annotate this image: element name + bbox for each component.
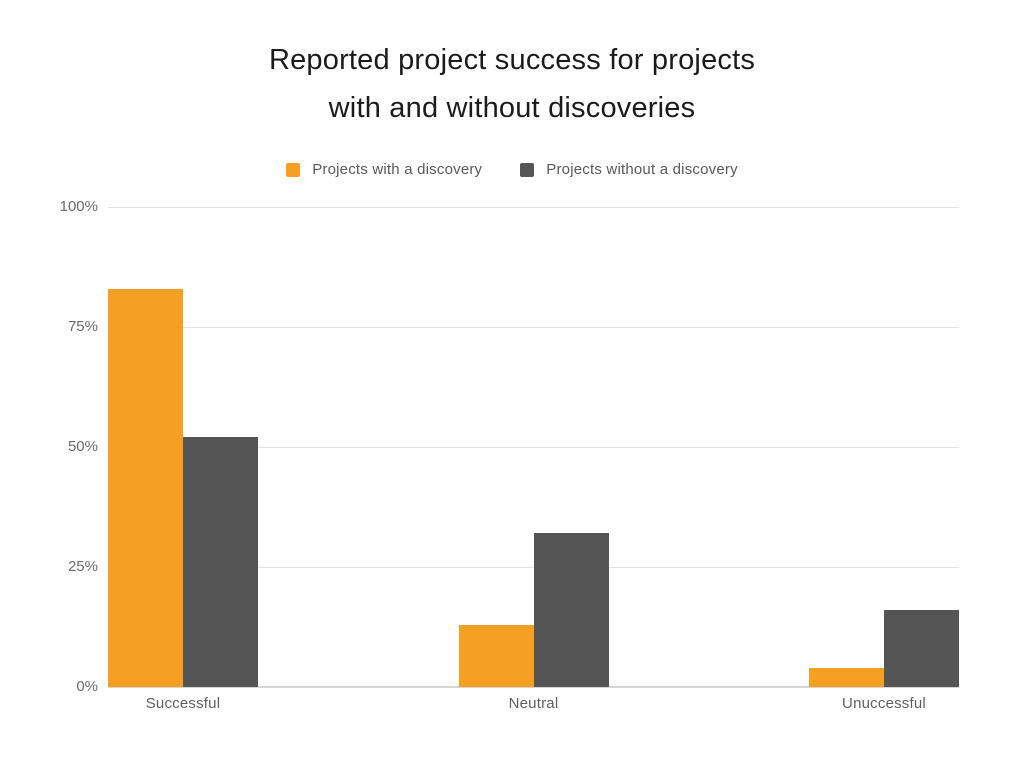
- bar-group-unuccessful: [809, 207, 959, 687]
- y-axis-label-50: 50%: [67, 438, 98, 455]
- legend-marker-without-discovery-icon: [520, 162, 535, 177]
- bar-without-discovery-successful: [183, 437, 258, 687]
- y-axis-label-75: 75%: [67, 318, 98, 335]
- legend: Projects with a discovery Projects witho…: [0, 161, 1024, 178]
- y-axis-label-0: 0%: [76, 678, 98, 695]
- bar-with-discovery-unuccessful: [809, 668, 884, 687]
- y-axis-label-25: 25%: [67, 558, 98, 575]
- chart-title-line2: with and without discoveries: [328, 92, 696, 124]
- x-axis-label-successful: Successful: [145, 695, 221, 712]
- bar-with-discovery-successful: [108, 289, 183, 687]
- plot-area: [108, 207, 959, 688]
- legend-label-without-discovery: Projects without a discovery: [546, 161, 738, 178]
- y-axis-label-100: 100%: [59, 198, 98, 215]
- x-axis-label-neutral: Neutral: [508, 695, 559, 712]
- legend-item-without-discovery: Projects without a discovery: [520, 161, 738, 178]
- bar-with-discovery-neutral: [458, 625, 534, 687]
- x-axis-label-unuccessful: Unuccessful: [842, 695, 926, 712]
- bar-group-successful: [108, 207, 258, 687]
- gridline-50: [108, 447, 959, 448]
- gridline-0: [108, 686, 959, 688]
- bar-without-discovery-neutral: [533, 533, 609, 687]
- gridline-75: [108, 327, 959, 328]
- bar-without-discovery-unuccessful: [884, 610, 959, 687]
- legend-item-with-discovery: Projects with a discovery: [286, 161, 482, 178]
- bar-group-neutral: [458, 207, 609, 687]
- legend-marker-with-discovery-icon: [286, 162, 301, 177]
- gridline-100: [108, 207, 959, 208]
- chart-title: Reported project success for projects wi…: [0, 36, 1024, 132]
- legend-label-with-discovery: Projects with a discovery: [312, 161, 483, 178]
- chart-title-line1: Reported project success for projects: [268, 44, 756, 76]
